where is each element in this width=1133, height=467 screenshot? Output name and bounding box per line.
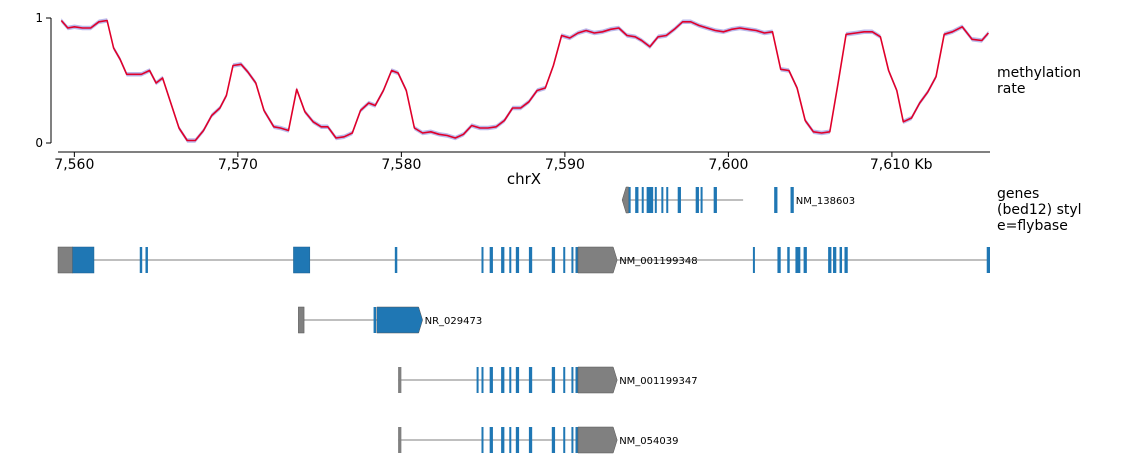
gene-name-label: NM_138603 [796,196,855,207]
gene-coding-exon [376,306,423,334]
gene-coding-exon [795,247,801,273]
gene-coding-exon [803,247,807,273]
gene-coding-exon [551,247,556,273]
gene-coding-exon [646,187,654,213]
gene-coding-exon [571,247,574,273]
gene-coding-exon [666,187,669,213]
x-tick-label: 7,590 [545,157,585,173]
x-tick-label: 7,580 [381,157,421,173]
gene-coding-exon [571,367,574,393]
gene-utr-exon [577,246,618,274]
gene-coding-exon [575,427,578,453]
methylation-line [60,19,990,142]
gene-name-label: NM_054039 [619,436,678,447]
gene-coding-exon [528,367,533,393]
gene-NR_029473: NR_029473 [298,306,483,334]
gene-coding-exon [654,187,657,213]
methylation-band [61,18,989,143]
gene-coding-exon [476,367,479,393]
gene-coding-exon [501,367,505,393]
gene-coding-exon [790,187,794,213]
gene-coding-exon [394,247,398,273]
gene-NM_138603: NM_138603 [621,186,855,214]
gene-coding-exon [489,247,493,273]
gene-coding-exon [777,247,781,273]
gene-coding-exon [501,427,505,453]
gene-coding-exon [575,247,578,273]
gene-coding-exon [828,247,832,273]
gene-coding-exon [563,427,566,453]
y-tick-label: 0 [35,136,43,150]
gene-utr-exon [577,366,618,394]
gene-coding-exon [677,187,681,213]
gene-coding-exon [373,307,377,333]
gene-coding-exon [635,187,639,213]
gene-coding-exon [515,427,520,453]
gene-coding-exon [839,247,843,273]
gene-coding-exon [515,367,520,393]
gene-coding-exon [563,247,566,273]
gene-coding-exon [628,187,631,213]
gene-coding-exon [72,246,95,274]
gene-name-label: NR_029473 [425,316,483,327]
methylation-track-label: methylation rate [997,65,1082,97]
x-axis-title: chrX [507,170,541,188]
gene-coding-exon [481,427,484,453]
gene-coding-exon [501,247,505,273]
gene-NM_054039: NM_054039 [398,426,678,454]
methylation-track: 01 [35,11,990,150]
gene-utr-exon [577,426,618,454]
gene-coding-exon [398,367,402,393]
gene-coding-exon [752,247,755,273]
gene-coding-exon [713,187,717,213]
gene-coding-exon [695,187,699,213]
gene-coding-exon [844,247,848,273]
gene-coding-exon [551,427,556,453]
gene-utr-exon [621,186,629,214]
gene-coding-exon [489,367,493,393]
gene-coding-exon [139,247,143,273]
gene-track-label: genes (bed12) styl e=flybase [997,186,1082,234]
gene-track: NM_138603 NM_001199348 NR_029473 NM_0011993… [57,186,990,454]
gene-coding-exon [481,247,484,273]
gene-coding-exon [481,367,484,393]
gene-NM_001199347: NM_001199347 [398,366,698,394]
gene-coding-exon [509,367,512,393]
gene-coding-exon [509,247,512,273]
x-tick-label: 7,610 Kb [870,157,933,173]
gene-coding-exon [398,427,402,453]
x-tick-label: 7,600 [708,157,748,173]
gene-coding-exon [571,427,574,453]
gene-coding-exon [489,427,493,453]
gene-coding-exon [641,187,644,213]
gene-coding-exon [528,247,533,273]
gene-coding-exon [528,427,533,453]
gene-coding-exon [774,187,778,213]
gene-coding-exon [986,247,990,273]
gene-name-label: NM_001199348 [619,256,697,267]
gene-coding-exon [145,247,148,273]
gene-utr-exon [57,246,73,274]
gene-coding-exon [787,247,790,273]
gene-coding-exon [509,427,512,453]
gene-coding-exon [515,247,520,273]
gene-coding-exon [833,247,837,273]
gene-coding-exon [563,367,566,393]
gene-coding-exon [551,367,556,393]
x-tick-label: 7,560 [54,157,94,173]
x-axis: 7,560 7,570 7,580 7,590 7,600 7,610 Kb chrX [54,151,990,188]
gene-coding-exon [661,187,664,213]
gene-coding-exon [700,187,703,213]
gene-utr-exon [298,306,305,334]
gene-coding-exon [575,367,578,393]
x-tick-label: 7,570 [218,157,258,173]
y-tick-label: 1 [35,11,43,25]
gene-coding-exon [293,246,311,274]
gene-name-label: NM_001199347 [619,376,697,387]
gene-NM_001199348: NM_001199348 [57,246,990,274]
